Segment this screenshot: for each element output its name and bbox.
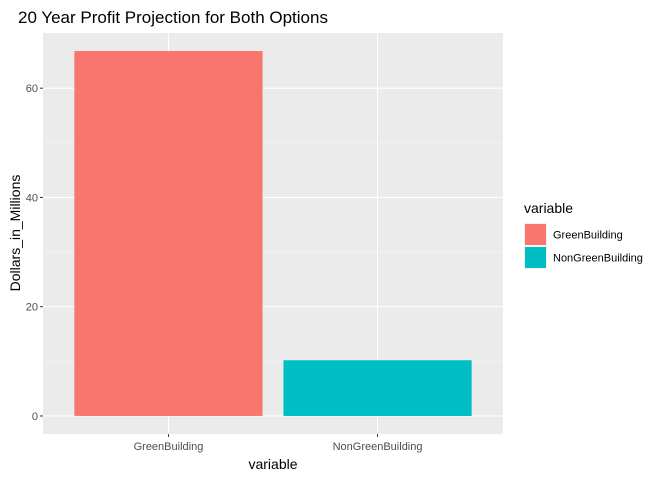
x-axis: GreenBuilding NonGreenBuilding (134, 434, 423, 453)
x-axis-title: variable (248, 456, 297, 472)
chart-title: 20 Year Profit Projection for Both Optio… (18, 8, 328, 27)
y-tick-label: 0 (32, 411, 38, 423)
y-tick-label: 40 (26, 192, 38, 204)
y-axis: 0 20 40 60 (26, 83, 43, 423)
x-tick-label: GreenBuilding (134, 441, 204, 453)
bar-greenbuilding (74, 51, 263, 416)
x-tick-label: NonGreenBuilding (333, 441, 423, 453)
y-axis-title: Dollars_in_Millions (7, 175, 23, 292)
bar-nongreenbuilding (283, 360, 472, 416)
legend-label: GreenBuilding (553, 230, 623, 242)
legend: variable GreenBuilding NonGreenBuilding (524, 200, 643, 269)
y-tick-label: 60 (26, 83, 38, 95)
y-tick-label: 20 (26, 302, 38, 314)
legend-title: variable (524, 200, 573, 216)
bars (74, 51, 472, 416)
legend-swatch (525, 247, 546, 268)
legend-swatch (525, 224, 546, 245)
legend-label: NonGreenBuilding (553, 253, 643, 265)
